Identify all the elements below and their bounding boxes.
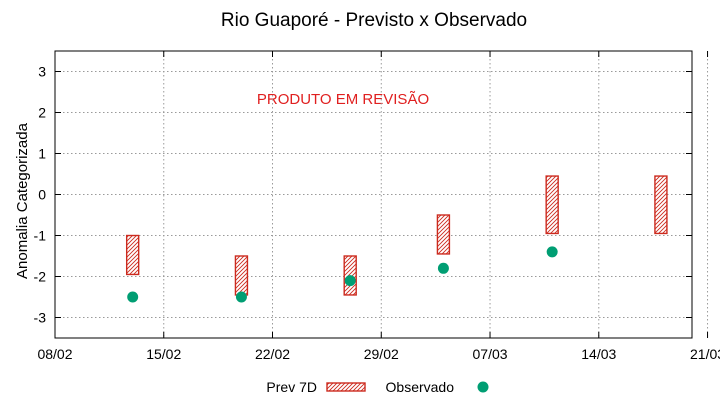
y-tick-label: -1	[34, 228, 47, 244]
observed-point	[546, 246, 558, 258]
y-tick-label: -2	[34, 269, 47, 285]
x-tick-label: 08/02	[37, 346, 72, 362]
observed-point	[437, 262, 449, 274]
x-tick-label: 21/03	[690, 346, 720, 362]
forecast-interval-box	[234, 255, 249, 296]
forecast-interval-box	[125, 234, 140, 276]
forecast-interval-box	[545, 175, 559, 235]
axis-ticks: 3 2 1 0 -1 -2 -3 08/02 15/02 22/02 29/02 07/03 14/03…	[34, 51, 720, 362]
y-tick-label: 0	[38, 187, 46, 203]
data-marks	[125, 175, 668, 303]
x-tick-label: 22/02	[255, 346, 290, 362]
forecast-interval-box	[436, 214, 451, 255]
y-tick-label: -3	[34, 310, 47, 326]
y-tick-label: 2	[38, 105, 46, 121]
observed-point	[344, 275, 356, 287]
chart-annotation: PRODUTO EM REVISÃO	[257, 91, 429, 108]
legend-swatch-prev7d	[326, 382, 366, 392]
y-axis-label: Anomalia Categorizada	[14, 122, 31, 279]
legend: Prev 7D Observado	[266, 379, 489, 395]
legend-label-observado: Observado	[386, 379, 455, 395]
y-tick-label: 1	[38, 146, 46, 162]
plot-frame	[54, 50, 693, 339]
chart-title: Rio Guaporé - Previsto x Observado	[221, 10, 527, 31]
x-tick-label: 07/03	[473, 346, 508, 362]
forecast-interval-box	[654, 175, 668, 235]
x-tick-label: 29/02	[364, 346, 399, 362]
x-tick-label: 14/03	[581, 346, 616, 362]
legend-label-prev7d: Prev 7D	[266, 379, 317, 395]
observed-point	[127, 291, 139, 303]
legend-swatch-observado	[477, 381, 489, 393]
x-tick-label: 15/02	[146, 346, 181, 362]
observed-point	[235, 291, 247, 303]
y-tick-label: 3	[38, 64, 46, 80]
